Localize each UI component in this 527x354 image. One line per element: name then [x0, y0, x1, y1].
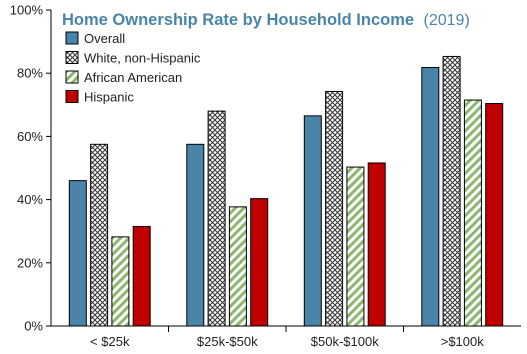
- chart-title: Home Ownership Rate by Household Income …: [62, 11, 470, 29]
- bar: [421, 67, 440, 327]
- x-tick-label: >$100k: [441, 334, 485, 349]
- x-tick-label: $50k-$100k: [311, 334, 379, 349]
- legend-swatch: [65, 70, 79, 84]
- bar: [463, 99, 482, 327]
- bar: [68, 180, 87, 327]
- legend-label: White, non-Hispanic: [84, 51, 201, 66]
- y-tick-label: 60%: [17, 129, 43, 144]
- y-tick-label: 80%: [17, 66, 43, 81]
- bar: [485, 103, 504, 327]
- y-tick-label: 100%: [10, 3, 44, 18]
- bar: [346, 166, 365, 327]
- chart-title-main: Home Ownership Rate by Household Income: [62, 11, 414, 29]
- x-axis: < $25k $25k-$50k $50k-$100k >$100k: [51, 325, 521, 349]
- y-tick-label: 20%: [17, 255, 43, 270]
- legend-label: African American: [84, 70, 182, 85]
- x-tick-label: $25k-$50k: [197, 334, 258, 349]
- legend-swatch: [65, 90, 79, 103]
- bar: [186, 143, 205, 327]
- y-axis: 0% 20% 40% 60% 80% 100%: [10, 3, 52, 334]
- bar: [367, 162, 386, 327]
- y-tick-label: 0%: [24, 319, 43, 334]
- legend-swatch: [65, 51, 79, 64]
- legend-swatch: [65, 31, 79, 45]
- legend-label: Hispanic: [84, 90, 134, 105]
- bar: [207, 110, 226, 327]
- bar: [303, 115, 322, 327]
- bar: [325, 91, 344, 327]
- y-tick-label: 40%: [17, 192, 43, 207]
- x-tick-label: < $25k: [90, 334, 130, 349]
- bar: [250, 198, 269, 327]
- bar: [111, 236, 130, 327]
- legend: Overall White, non-Hispanic African Americ…: [65, 31, 201, 105]
- legend-label: Overall: [84, 31, 125, 46]
- bars: [68, 55, 504, 327]
- bar: [132, 225, 151, 327]
- chart-subtitle: (2019): [424, 12, 470, 29]
- bar: [442, 55, 461, 327]
- bar: [90, 143, 109, 327]
- bar: [228, 206, 247, 327]
